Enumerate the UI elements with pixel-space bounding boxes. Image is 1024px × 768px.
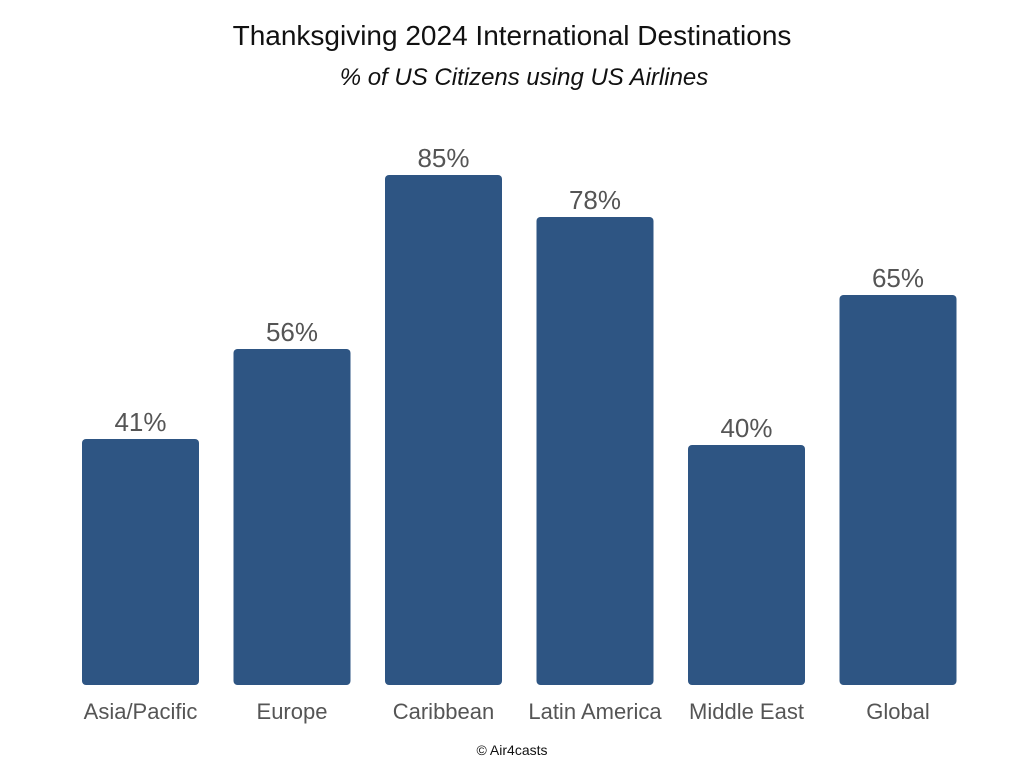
copyright-notice: © Air4casts: [476, 742, 548, 758]
bar-europe: [233, 349, 351, 685]
bar-latin-america: [536, 217, 654, 685]
data-label: 65%: [872, 263, 924, 293]
bar-caribbean: [385, 175, 502, 685]
chart-subtitle: % of US Citizens using US Airlines: [339, 64, 709, 91]
bar-global: [839, 295, 957, 685]
data-label: 78%: [569, 185, 621, 215]
category-label: Europe: [257, 699, 328, 724]
data-label: 40%: [720, 413, 772, 443]
data-label: 85%: [417, 143, 469, 173]
category-label: Latin America: [528, 699, 662, 724]
data-label: 41%: [114, 407, 166, 437]
bar-middle-east: [688, 445, 805, 685]
data-label: 56%: [266, 317, 318, 347]
category-label: Caribbean: [393, 699, 495, 724]
chart-title: Thanksgiving 2024 International Destinat…: [232, 20, 792, 51]
category-label: Middle East: [689, 699, 804, 724]
category-label: Asia/Pacific: [84, 699, 198, 724]
bar-asia-pacific: [82, 439, 199, 685]
category-label: Global: [866, 699, 930, 724]
